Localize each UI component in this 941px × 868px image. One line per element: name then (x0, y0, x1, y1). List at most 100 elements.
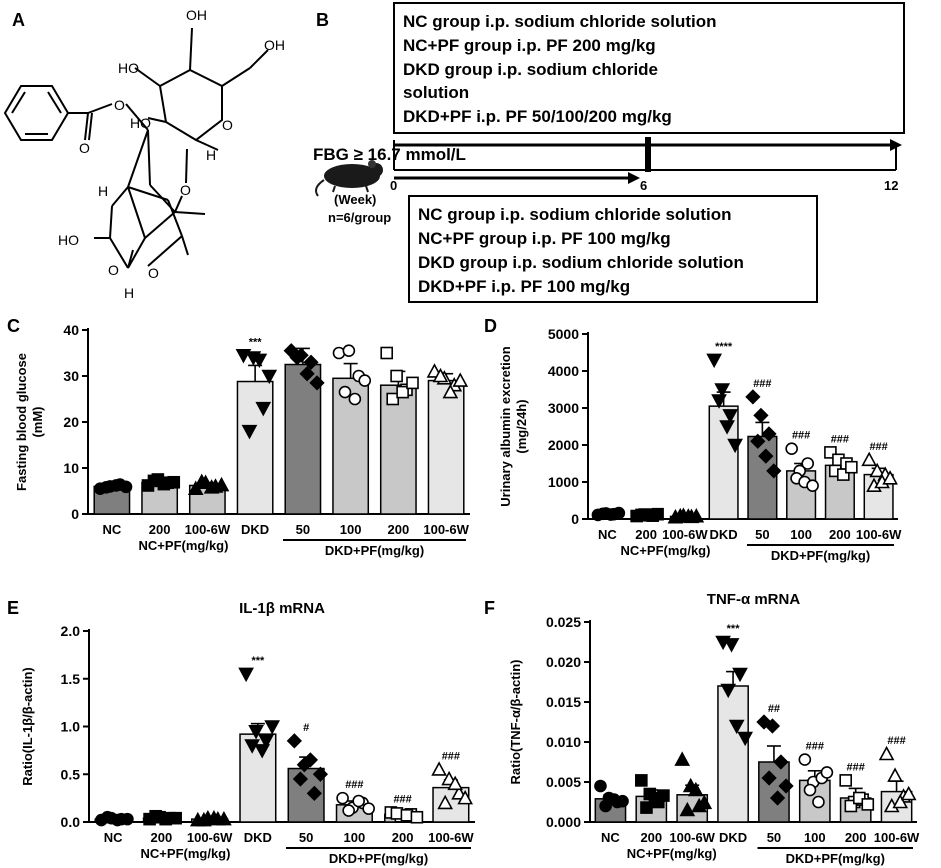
data-point (167, 475, 181, 489)
y-tick-label: 2.0 (61, 623, 81, 639)
significance-label: ### (753, 378, 771, 390)
data-point (437, 794, 454, 810)
timepoint-label: 0 (390, 178, 397, 193)
benzene-ring (3, 85, 70, 141)
y-tick-label: 3000 (548, 400, 579, 416)
chemical-atom-labels: OH HO HO OH O O H O HO H O O O H O (58, 7, 285, 301)
significance-label: ## (768, 703, 780, 715)
significance-label: ### (806, 741, 824, 753)
category-label: 200 (635, 527, 657, 542)
bar (284, 363, 322, 515)
y-axis-label: Fasting blood glucose (14, 353, 29, 491)
group-label: DKD+PF(mg/kg) (771, 548, 870, 563)
atom-label: O (180, 182, 191, 198)
top-box-line: NC+PF group i.p. PF 200 mg/kg (403, 36, 656, 55)
y-tick-label: 0.015 (546, 694, 581, 710)
category-label: DKD (244, 830, 272, 845)
data-point (761, 770, 777, 786)
y-tick-label: 0.000 (546, 814, 581, 830)
data-point (727, 438, 743, 454)
data-point (248, 724, 264, 740)
data-point (306, 785, 322, 801)
significance-label: ### (887, 735, 905, 747)
bottom-protocol-box (408, 195, 818, 303)
atom-label: H (124, 285, 134, 301)
data-point (206, 810, 222, 825)
significance-label: **** (715, 341, 733, 353)
group-label: DKD+PF(mg/kg) (786, 851, 885, 866)
data-point (312, 766, 329, 782)
data-point (722, 409, 739, 424)
y-axis-label: Ratio(IL-1β/β-actin) (20, 667, 35, 785)
bottom-box-line: DKD group i.p. sodium chloride solution (418, 253, 744, 272)
data-point (878, 745, 895, 761)
data-point (720, 683, 737, 699)
data-point (687, 781, 704, 797)
y-axis-label: (mg/24h) (514, 399, 529, 453)
significance-label: ### (869, 441, 887, 453)
y-tick-label: 0 (71, 506, 79, 522)
chart-fasting-blood-glucose: 0 10 20 30 40 Fasting blood glucose (mM) NC 200 1… (14, 322, 470, 558)
category-label: 100-6W (662, 527, 708, 542)
chemical-structure (3, 27, 269, 269)
data-point (758, 448, 774, 464)
category-label: NC (104, 830, 123, 845)
y-tick-label: 1.0 (61, 719, 81, 735)
y-axis-label: Ratio(TNF-α/β-actin) (508, 660, 523, 785)
category-label: DKD (719, 830, 747, 845)
category-label: 100-6W (423, 522, 469, 537)
data-point (801, 457, 815, 470)
data-point (390, 369, 403, 383)
significance-label: *** (249, 336, 263, 348)
category-label: 100 (804, 830, 826, 845)
significance-label: ### (393, 793, 411, 805)
atom-label: OH (264, 37, 285, 53)
data-point (358, 374, 372, 387)
atom-label: HO (130, 115, 151, 131)
fbg-criterion: FBG ≥ 16.7 mmol/L (313, 145, 466, 164)
data-point (121, 812, 134, 826)
data-point (442, 383, 459, 399)
group-label: NC+PF(mg/kg) (139, 538, 229, 553)
significance-label: ### (831, 433, 849, 445)
significance-label: ### (792, 430, 810, 442)
atom-label: HO (118, 60, 139, 76)
data-point (342, 804, 355, 817)
y-tick-label: 5000 (548, 326, 579, 342)
data-point (244, 739, 261, 754)
data-point (764, 718, 781, 734)
category-label: 200 (640, 830, 662, 845)
significance-label: ### (442, 750, 460, 762)
atom-label: O (148, 265, 159, 281)
week-label: (Week) (334, 192, 376, 207)
category-label: 50 (755, 527, 769, 542)
data-point (261, 369, 278, 385)
data-point (845, 460, 858, 474)
data-point (853, 791, 866, 805)
data-point (820, 766, 834, 779)
data-point (651, 507, 664, 521)
top-box-line: DKD group i.p. sodium chloride (403, 60, 658, 79)
data-point (761, 426, 777, 442)
category-label: 50 (296, 522, 310, 537)
data-point (286, 733, 302, 749)
data-point (719, 420, 735, 435)
timeline-diagram: NC group i.p. sodium chloride solution N… (313, 2, 905, 303)
category-label: 200 (845, 830, 867, 845)
data-point (406, 376, 419, 390)
category-label: 100 (344, 830, 366, 845)
atom-label: O (79, 140, 90, 156)
data-point (861, 451, 878, 467)
category-label: 200 (151, 830, 173, 845)
data-point (778, 778, 794, 794)
significance-label: *** (251, 655, 265, 667)
chart-il1b-mrna: 0.0 0.5 1.0 1.5 2.0 Ratio(IL-1β/β-actin) IL-1β… (20, 600, 475, 866)
data-point (892, 793, 909, 809)
data-point (99, 481, 113, 494)
y-axis-label: Urinary albumin excretion (498, 346, 513, 506)
category-label: 50 (299, 830, 313, 845)
atom-label: O (114, 97, 125, 113)
data-point (714, 383, 731, 398)
y-tick-label: 0.0 (61, 814, 81, 830)
top-box-line: DKD+PF i.p. PF 50/100/200 mg/kg (403, 107, 672, 126)
